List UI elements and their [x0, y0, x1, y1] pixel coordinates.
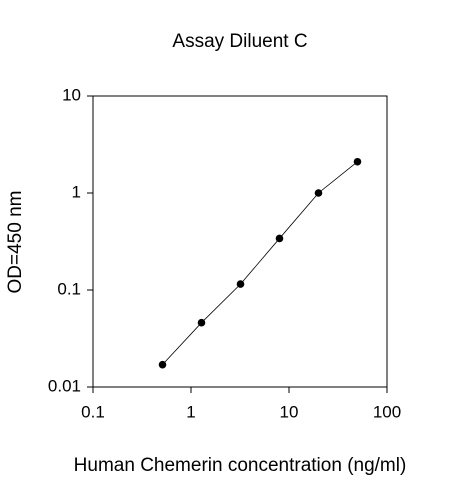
- y-tick-label: 1: [72, 182, 81, 201]
- x-tick-label: 1: [186, 402, 195, 421]
- data-point: [158, 360, 167, 369]
- fit-line: [162, 161, 358, 365]
- x-tick-label: 100: [373, 402, 401, 421]
- data-point: [236, 280, 245, 288]
- y-tick-label: 10: [62, 85, 81, 104]
- data-point: [353, 157, 362, 166]
- data-point: [197, 318, 206, 327]
- x-tick-label: 10: [280, 402, 299, 421]
- plot-frame: [92, 95, 388, 388]
- y-tick-label: 0.01: [48, 376, 81, 395]
- x-tick-label: 0.1: [81, 402, 105, 421]
- x-axis-label: Human Chemerin concentration (ng/ml): [74, 455, 407, 476]
- data-point: [275, 234, 284, 243]
- y-axis-label: OD=450 nm: [5, 191, 26, 294]
- chart-title: Assay Diluent C: [172, 31, 307, 52]
- y-tick-label: 0.1: [57, 279, 81, 298]
- data-point: [314, 189, 323, 197]
